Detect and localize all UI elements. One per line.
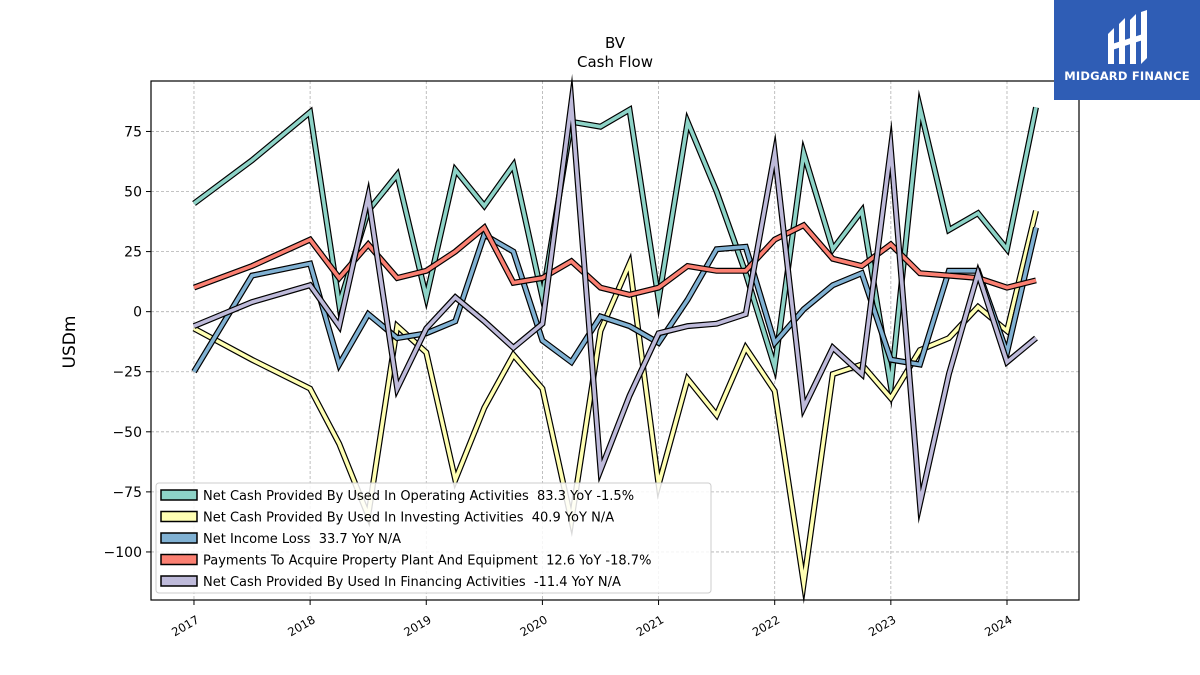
- x-axis-ticks: 2017 2018 2019 2020 2021 2022 2023 2024: [169, 600, 1014, 639]
- brand-name: MIDGARD FINANCE: [1064, 69, 1190, 83]
- y-axis-label: USDm: [60, 316, 80, 369]
- y-tick-label: 0: [133, 305, 142, 321]
- series-line-1: [192, 89, 1039, 409]
- legend: Net Cash Provided By Used In Operating A…: [155, 482, 712, 594]
- legend-label: Net Cash Provided By Used In Operating A…: [203, 489, 634, 504]
- series-stroke: [193, 222, 1037, 297]
- legend-swatch: [160, 510, 198, 523]
- x-tick-label: 2020: [518, 612, 550, 639]
- series-stroke: [193, 210, 1038, 596]
- y-tick-label: −50: [112, 425, 142, 441]
- series-line-5: [192, 73, 1038, 524]
- y-tick-label: −25: [112, 365, 142, 381]
- y-tick-label: 25: [124, 245, 142, 261]
- y-tick-label: −100: [104, 545, 142, 561]
- series-line-4: [192, 221, 1037, 298]
- brand-logo: MIDGARD FINANCE: [1054, 0, 1200, 100]
- midgard-logo-icon: [1108, 10, 1147, 64]
- x-tick-label: 2018: [285, 612, 317, 639]
- x-tick-label: 2023: [866, 612, 898, 639]
- plot-frame: [150, 80, 1080, 601]
- y-tick-label: 75: [124, 124, 142, 140]
- legend-swatch: [160, 532, 198, 544]
- chart-subtitle: Cash Flow: [577, 53, 653, 71]
- series-line-2: [192, 210, 1039, 605]
- x-tick-label: 2017: [169, 612, 201, 639]
- x-tick-label: 2024: [982, 612, 1014, 639]
- x-tick-label: 2019: [401, 612, 433, 639]
- series-outline: [192, 221, 1037, 298]
- y-tick-label: −75: [112, 485, 142, 501]
- series-layer: [191, 73, 1039, 605]
- legend-label: Net Cash Provided By Used In Financing A…: [203, 575, 621, 590]
- y-axis-ticks: 75 50 25 0 −25 −50 −75 −100: [104, 124, 151, 561]
- chart-title: BV: [605, 34, 626, 52]
- y-tick-label: 50: [124, 185, 142, 201]
- x-tick-label: 2021: [634, 612, 666, 639]
- legend-label: Net Cash Provided By Used In Investing A…: [203, 511, 614, 526]
- legend-swatch: [160, 553, 198, 566]
- x-tick-label: 2022: [750, 612, 782, 639]
- legend-box: [155, 482, 712, 594]
- series-stroke: [192, 96, 1038, 400]
- legend-label: Payments To Acquire Property Plant And E…: [203, 554, 651, 569]
- series-stroke: [193, 85, 1038, 516]
- legend-label: Net Income Loss 33.7 YoY N/A: [203, 532, 401, 547]
- legend-swatch: [160, 489, 198, 501]
- legend-swatch: [160, 575, 198, 587]
